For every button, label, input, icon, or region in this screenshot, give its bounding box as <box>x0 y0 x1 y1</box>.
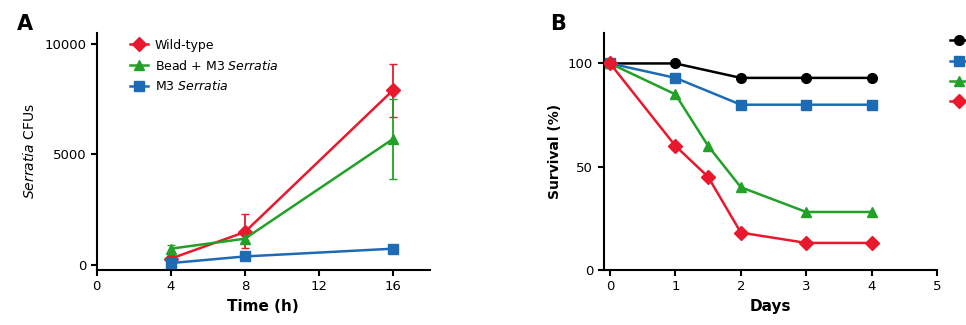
Legend: Wild-type, Bead + M3 $\it{Serratia}$, M3 $\it{Serratia}$: Wild-type, Bead + M3 $\it{Serratia}$, M3… <box>129 39 278 94</box>
X-axis label: Time (h): Time (h) <box>227 299 299 314</box>
Text: A: A <box>16 14 33 33</box>
X-axis label: Days: Days <box>750 299 791 314</box>
Text: $\it{Serratia}$ CFUs: $\it{Serratia}$ CFUs <box>22 103 38 199</box>
Text: B: B <box>551 14 566 33</box>
Legend: Bead, M3 $\it{Serratia}$, Bead + M3 $\it{Serratia}$, Wild-type: Bead, M3 $\it{Serratia}$, Bead + M3 $\it… <box>950 34 966 109</box>
Y-axis label: Survival (%): Survival (%) <box>549 104 562 199</box>
